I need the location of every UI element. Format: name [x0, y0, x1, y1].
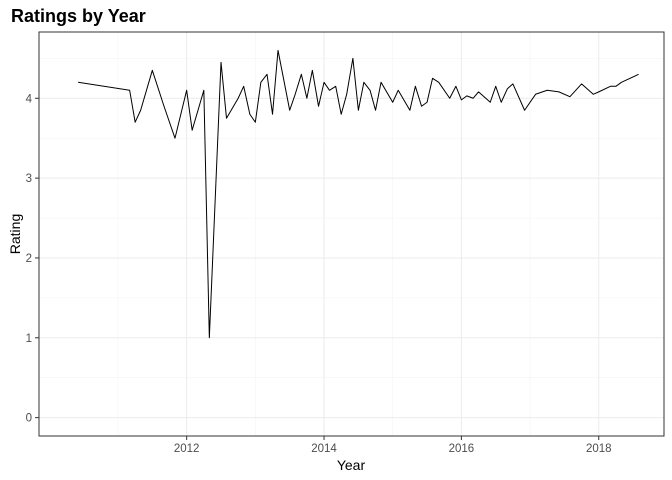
y-tick-label: 0 — [26, 413, 32, 425]
x-axis-title: Year — [337, 457, 366, 473]
y-tick-label: 2 — [26, 253, 32, 265]
x-tick-label: 2014 — [311, 443, 337, 455]
rating-series-line — [78, 49, 639, 339]
y-tick-label: 4 — [26, 93, 33, 105]
y-tick-label: 1 — [26, 333, 32, 345]
y-axis: 0 1 2 3 4 — [26, 93, 39, 425]
x-tick-label: 2018 — [586, 443, 612, 455]
x-tick-label: 2012 — [174, 443, 200, 455]
y-axis-title: Rating — [7, 214, 23, 254]
x-tick-label: 2016 — [449, 443, 475, 455]
panel-border — [38, 31, 665, 437]
grid-layer — [39, 32, 664, 436]
y-tick-label: 3 — [26, 173, 32, 185]
x-axis: 2012 2014 2016 2018 — [174, 436, 612, 455]
chart-title: Ratings by Year — [11, 6, 146, 26]
